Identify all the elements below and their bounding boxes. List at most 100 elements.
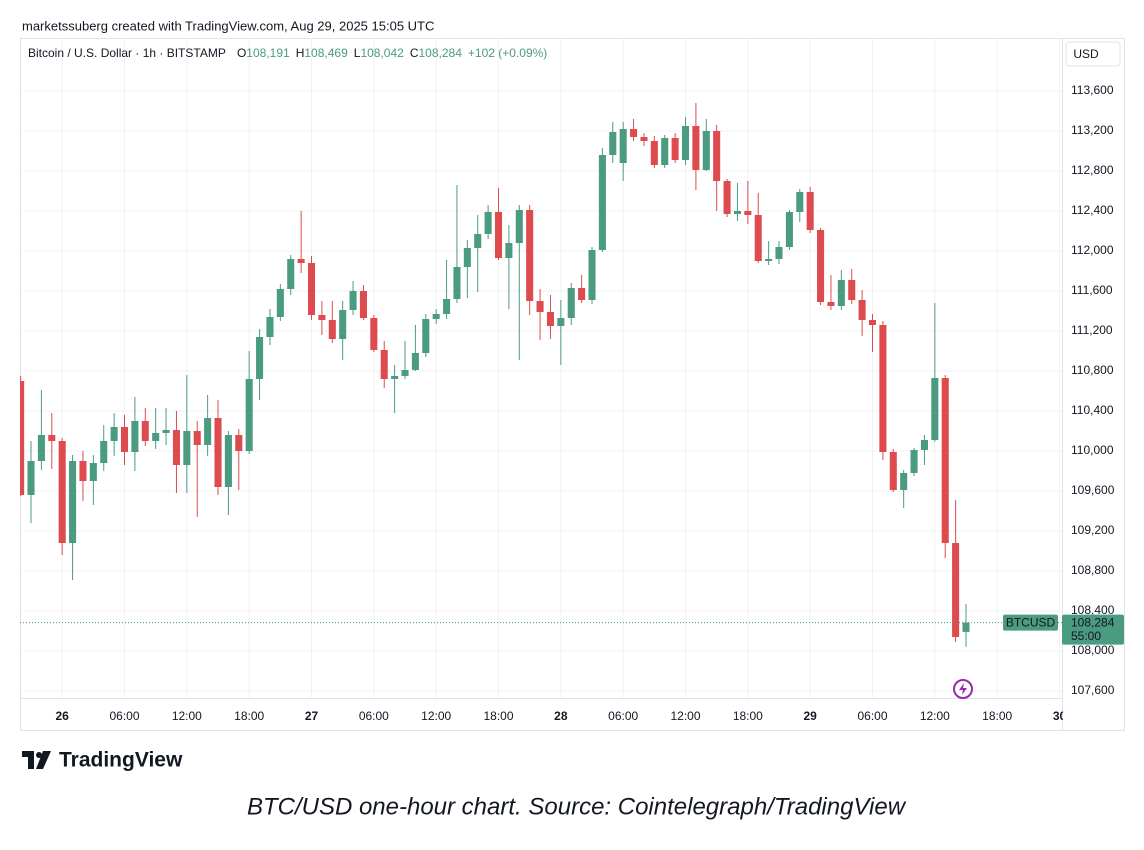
x-tick-label: 28 (554, 709, 568, 723)
candle-body (235, 435, 243, 451)
y-tick-label: 113,200 (1071, 123, 1114, 137)
y-tick-label: 110,000 (1071, 443, 1114, 457)
y-tick-label: 112,800 (1071, 163, 1114, 177)
candle-body (37, 435, 45, 461)
candle-body (69, 461, 77, 543)
candle-body (100, 441, 108, 463)
candle-body (858, 300, 866, 320)
candle-body (443, 299, 451, 314)
candle-body (536, 301, 544, 312)
candle-body (931, 378, 939, 440)
candle-body (432, 314, 440, 319)
candle-body (910, 450, 918, 473)
candle-body (152, 433, 160, 441)
legend-value: 108,469 (304, 46, 348, 60)
price-tag (1062, 614, 1124, 645)
legend-value: 108,284 (419, 46, 463, 60)
y-tick-label: 109,600 (1071, 483, 1115, 497)
y-tick-label: 111,600 (1071, 283, 1113, 297)
candle-body (713, 131, 721, 181)
candle-body (193, 431, 201, 445)
candle-body (650, 141, 658, 165)
candle-body (889, 452, 897, 490)
candle-body (48, 435, 56, 441)
candle-body (754, 215, 762, 261)
y-tick-label: 108,800 (1071, 563, 1115, 577)
y-tick-label: 110,800 (1071, 363, 1114, 377)
candle-body (557, 318, 565, 326)
axis-mask (1063, 700, 1124, 730)
candle-body (276, 289, 284, 317)
caption: BTC/USD one-hour chart. Source: Cointele… (247, 793, 907, 820)
legend-value: 108,042 (360, 46, 404, 60)
candle-body (837, 280, 845, 306)
ticker: BTCUSD (1006, 615, 1056, 629)
countdown: 55:00 (1071, 629, 1101, 643)
candle-body (588, 250, 596, 300)
candle-body (453, 267, 461, 299)
candle-body (307, 263, 316, 315)
candles (20, 103, 1062, 647)
candle-body (474, 234, 482, 248)
x-tick-label: 18:00 (234, 709, 264, 723)
candle-body (162, 430, 170, 433)
candle-body (546, 312, 554, 326)
candle-body (256, 337, 264, 379)
y-tick-label: 112,400 (1071, 203, 1114, 217)
candle-body (401, 370, 409, 376)
candle-body (120, 427, 129, 452)
axes: 107,600 108,000 108,400 108,800 109,200 109,6… (55, 83, 1124, 730)
ticker-tag (1003, 614, 1058, 631)
candle-body (806, 192, 814, 230)
candle-body (920, 440, 928, 450)
candle-body (765, 259, 773, 261)
symbol: Bitcoin / U.S. Dollar · 1h · BITSTAMP (28, 46, 226, 60)
candle-body (328, 320, 336, 339)
candle-body (941, 378, 949, 543)
x-tick-label: 12:00 (670, 709, 700, 723)
x-tick-label: 27 (305, 709, 319, 723)
candle-body (183, 431, 191, 465)
candle-body (411, 353, 419, 370)
candle-body (297, 259, 305, 263)
candle-body (796, 192, 804, 212)
x-tick-label: 29 (803, 709, 817, 723)
candle-body (900, 473, 908, 490)
brand-logo (22, 751, 51, 769)
candle-body (681, 126, 690, 160)
candle-body (879, 325, 887, 452)
candle-body (131, 421, 139, 452)
candle-body (224, 435, 232, 487)
currency-box (1065, 41, 1121, 67)
candle-body (391, 376, 399, 379)
candle-body (775, 247, 783, 259)
candle-body (27, 461, 35, 495)
candle-body (380, 350, 388, 379)
candle-body (370, 318, 378, 350)
candle-body (619, 129, 627, 163)
candle-body (422, 319, 430, 353)
header: Bitcoin / U.S. Dollar · 1h · BITSTAMP O1… (28, 46, 547, 60)
x-tick-label: 18:00 (982, 709, 1012, 723)
assistant-icon (953, 679, 973, 699)
candle-body (89, 463, 97, 481)
candle-body (505, 243, 513, 258)
candle-body (515, 210, 523, 243)
legend-key: H (296, 46, 305, 60)
y-tick-label: 112,000 (1071, 243, 1114, 257)
candle-body (868, 320, 877, 325)
x-tick-label: 12:00 (920, 709, 950, 723)
candle-body (640, 137, 648, 141)
candle-body (598, 155, 606, 250)
last-price-label: 108,284 (1071, 615, 1115, 629)
credit: marketssuberg created with TradingView.c… (22, 18, 434, 33)
candle-body (204, 418, 212, 445)
candle-body (962, 622, 970, 632)
candle-body (692, 126, 700, 170)
candle-body (266, 317, 274, 337)
candle-body (214, 418, 222, 487)
candle-body (609, 132, 617, 155)
x-tick-label: 18:00 (733, 709, 763, 723)
change: +102 (+0.09%) (468, 46, 547, 60)
